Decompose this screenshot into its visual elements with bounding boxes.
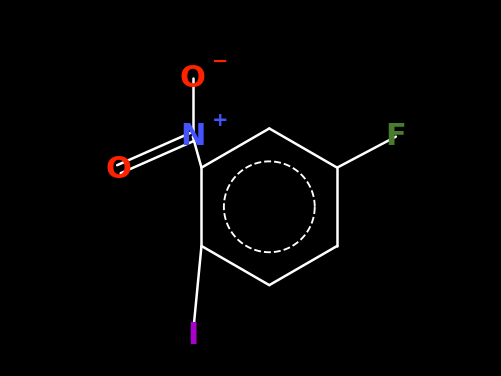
Text: F: F [385, 122, 406, 151]
Text: I: I [187, 321, 198, 350]
Text: O: O [180, 64, 206, 93]
Text: −: − [212, 52, 228, 71]
Text: O: O [106, 155, 132, 184]
Text: N: N [180, 122, 205, 151]
Text: +: + [212, 111, 228, 130]
